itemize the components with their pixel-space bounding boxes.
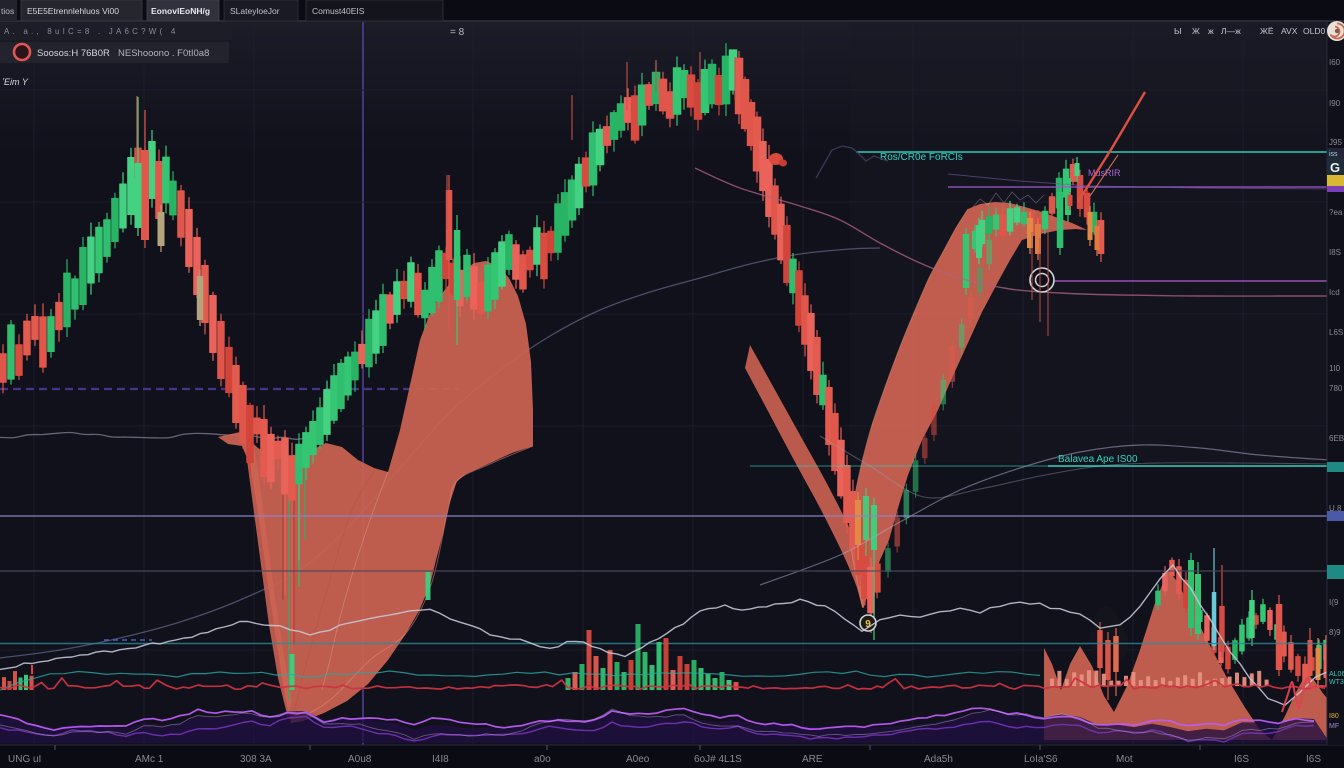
- svg-text:a0o: a0o: [534, 754, 551, 765]
- svg-text:ж: ж: [1208, 26, 1214, 36]
- svg-text:SLateyloeJor: SLateyloeJor: [230, 6, 280, 16]
- svg-text:U.8: U.8: [1329, 504, 1342, 513]
- svg-text:Ada5h: Ada5h: [924, 754, 953, 765]
- svg-text:G: G: [1330, 160, 1340, 175]
- svg-text:308 3A: 308 3A: [240, 754, 272, 765]
- svg-text:?ea: ?ea: [1329, 208, 1343, 217]
- svg-text:ʼEim Y: ʼEim Y: [2, 77, 29, 87]
- svg-text:1I0: 1I0: [1329, 364, 1341, 373]
- svg-text:A. a., 8uIC=8 . JA6C?W( 4: A. a., 8uIC=8 . JA6C?W( 4: [4, 27, 178, 36]
- svg-text:I8S: I8S: [1329, 248, 1341, 257]
- svg-text:Ж: Ж: [1192, 26, 1200, 36]
- svg-text:E5E5Etrennlehluos Vi00: E5E5Etrennlehluos Vi00: [27, 6, 119, 16]
- svg-text:Balavea Ape IS00: Balavea Ape IS00: [1058, 454, 1138, 465]
- svg-text:MusRIR: MusRIR: [1088, 168, 1121, 178]
- svg-text:WT3: WT3: [1329, 679, 1344, 686]
- svg-text:I6S: I6S: [1234, 754, 1249, 765]
- svg-text:iss: iss: [1329, 151, 1338, 158]
- svg-text:Mot: Mot: [1116, 754, 1133, 765]
- svg-text:8)9: 8)9: [1329, 628, 1341, 637]
- svg-text:Comust40EIS: Comust40EIS: [312, 6, 365, 16]
- svg-text:I(9: I(9: [1329, 598, 1339, 607]
- svg-text:Ы: Ы: [1174, 26, 1182, 36]
- svg-text:Soosos:H 76B0R: Soosos:H 76B0R: [37, 48, 110, 59]
- svg-text:I90: I90: [1329, 99, 1341, 108]
- svg-text:EonovlEoNH/g: EonovlEoNH/g: [151, 6, 210, 16]
- svg-text:MF: MF: [1329, 723, 1339, 730]
- svg-text:AMc 1: AMc 1: [135, 754, 164, 765]
- svg-text:= 8: = 8: [450, 27, 465, 38]
- svg-text:I4I8: I4I8: [432, 754, 449, 765]
- svg-text:Л—ж: Л—ж: [1221, 26, 1241, 36]
- svg-text:ARE: ARE: [802, 754, 823, 765]
- svg-text:9: 9: [865, 619, 871, 630]
- svg-text:A0eo: A0eo: [626, 754, 650, 765]
- svg-text:I6S: I6S: [1306, 754, 1321, 765]
- svg-text:I60: I60: [1329, 58, 1341, 67]
- svg-text:tios: tios: [1, 6, 14, 16]
- svg-text:AL06: AL06: [1329, 671, 1344, 678]
- svg-text:A0u8: A0u8: [348, 754, 372, 765]
- svg-text:AVX: AVX: [1281, 26, 1298, 36]
- svg-text:OLD0: OLD0: [1303, 26, 1325, 36]
- svg-text:780: 780: [1329, 384, 1343, 393]
- svg-text:6EB: 6EB: [1329, 434, 1344, 443]
- svg-text:6oJ# 4L1S: 6oJ# 4L1S: [694, 754, 742, 765]
- svg-text:UNG uI: UNG uI: [8, 754, 41, 765]
- svg-text:J95: J95: [1329, 138, 1342, 147]
- svg-text:L6S: L6S: [1329, 328, 1343, 337]
- svg-text:NEShooono . F0tI0a8: NEShooono . F0tI0a8: [118, 48, 209, 59]
- svg-text:LoIa'S6: LoIa'S6: [1024, 754, 1058, 765]
- svg-text:Icd: Icd: [1329, 288, 1340, 297]
- svg-text:I80: I80: [1329, 713, 1339, 720]
- svg-text:Ros/CR0e FoRCIs: Ros/CR0e FoRCIs: [880, 152, 963, 163]
- svg-text:ЖЁ: ЖЁ: [1260, 26, 1274, 36]
